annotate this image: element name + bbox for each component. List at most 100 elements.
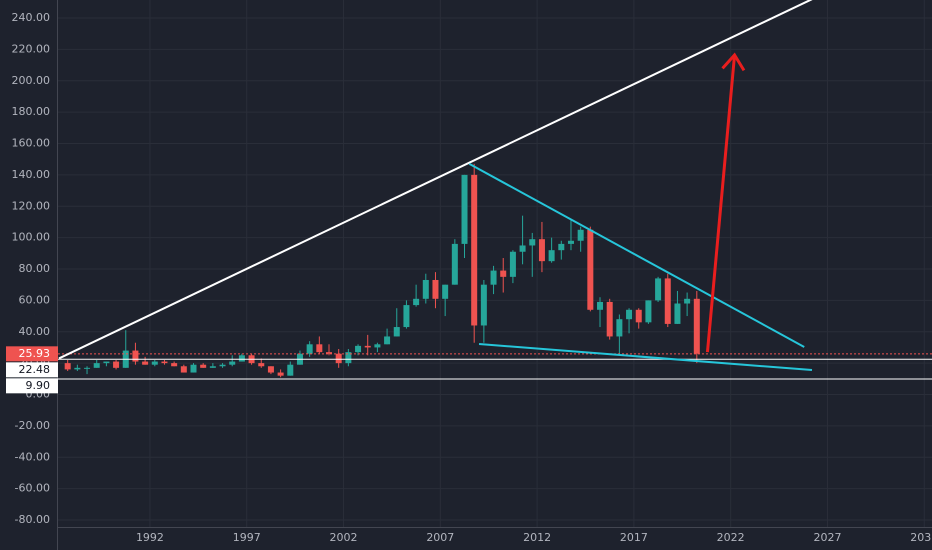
candle-body bbox=[374, 344, 381, 348]
x-tick-label: 2012 bbox=[523, 531, 551, 544]
y-tick-label: -40.00 bbox=[15, 450, 50, 463]
candle-body bbox=[171, 363, 178, 367]
trend-line bbox=[468, 163, 805, 348]
candle-body bbox=[442, 284, 449, 299]
candle-body bbox=[413, 298, 420, 306]
x-tick-label: 2027 bbox=[813, 531, 841, 544]
candle-body bbox=[664, 278, 671, 324]
candle-body bbox=[480, 284, 487, 326]
y-tick-label: 120.00 bbox=[12, 199, 51, 212]
candle-body bbox=[587, 229, 594, 310]
candle-body bbox=[432, 279, 439, 299]
x-tick-label: 1992 bbox=[136, 531, 164, 544]
candle-body bbox=[277, 372, 284, 376]
candle-body bbox=[684, 298, 691, 304]
candle-body bbox=[384, 336, 391, 345]
candle-body bbox=[238, 355, 245, 362]
y-tick-label: -80.00 bbox=[15, 513, 50, 526]
candle-body bbox=[142, 361, 149, 365]
y-tick-label: 100.00 bbox=[12, 231, 51, 244]
candle-body bbox=[306, 344, 313, 354]
candle-body bbox=[577, 229, 584, 241]
y-tick-label: 80.00 bbox=[19, 262, 51, 275]
y-tick-label: 240.00 bbox=[12, 11, 51, 24]
candle-body bbox=[151, 361, 158, 365]
candle-body bbox=[64, 363, 71, 370]
candle-body bbox=[103, 361, 110, 364]
candle-body bbox=[161, 361, 168, 364]
candle-body bbox=[548, 250, 555, 262]
y-tick-label: 180.00 bbox=[12, 105, 51, 118]
axes: 240.00 220.00 200.00 180.00 160.00 140.00 120.… bbox=[6, 0, 932, 550]
x-tick-label: 2007 bbox=[426, 531, 454, 544]
candle-body bbox=[451, 243, 458, 285]
candle-body bbox=[490, 270, 497, 285]
trend-line bbox=[478, 342, 813, 372]
price-level-label: 9.90 bbox=[26, 379, 51, 392]
x-tick-label: 2017 bbox=[620, 531, 648, 544]
candle-body bbox=[316, 344, 323, 353]
candle-body bbox=[519, 245, 526, 252]
candle-body bbox=[335, 353, 342, 364]
candle-body bbox=[693, 298, 700, 354]
trend-line bbox=[58, 0, 813, 360]
candle-body bbox=[606, 301, 613, 337]
candle-body bbox=[422, 279, 429, 299]
candle-body bbox=[597, 301, 604, 310]
candle-body bbox=[345, 352, 352, 364]
price-level-box bbox=[6, 346, 58, 362]
candle-body bbox=[229, 361, 236, 365]
price-level-label: 25.93 bbox=[19, 347, 51, 360]
candle-body bbox=[200, 364, 207, 368]
y-tick-label: 60.00 bbox=[19, 293, 51, 306]
candle-body bbox=[326, 352, 333, 354]
candle-body bbox=[558, 243, 565, 251]
candle-body bbox=[267, 366, 274, 373]
candle-body bbox=[674, 303, 681, 324]
candle-body bbox=[626, 309, 633, 320]
candle-body bbox=[209, 366, 216, 368]
y-tick-label: -60.00 bbox=[15, 482, 50, 495]
y-tick-label: 220.00 bbox=[12, 42, 51, 55]
arrow-line bbox=[705, 54, 737, 353]
candle-body bbox=[355, 345, 362, 353]
candle-body bbox=[529, 239, 536, 246]
y-tick-label: 200.00 bbox=[12, 74, 51, 87]
candle-body bbox=[219, 364, 226, 367]
candle-body bbox=[74, 367, 81, 370]
x-tick-label: 2002 bbox=[330, 531, 358, 544]
x-tick-label: 1997 bbox=[233, 531, 261, 544]
candle-body bbox=[645, 300, 652, 323]
candle-body bbox=[461, 174, 468, 244]
candle-body bbox=[509, 251, 516, 277]
plot-area bbox=[58, 0, 932, 380]
candle-body bbox=[616, 319, 623, 337]
candle-body bbox=[538, 239, 545, 262]
y-tick-label: 140.00 bbox=[12, 168, 51, 181]
candle-body bbox=[364, 345, 371, 348]
candle-body bbox=[190, 364, 197, 373]
candle-body bbox=[635, 309, 642, 323]
price-level-box bbox=[6, 362, 58, 378]
y-tick-label: 160.00 bbox=[12, 137, 51, 150]
candle-body bbox=[180, 366, 187, 373]
candle-body bbox=[113, 361, 120, 368]
price-level-label: 22.48 bbox=[19, 363, 51, 376]
candle-body bbox=[84, 367, 91, 369]
x-tick-label: 2022 bbox=[717, 531, 745, 544]
y-tick-label: 40.00 bbox=[19, 325, 51, 338]
candle-body bbox=[287, 364, 294, 376]
candle-body bbox=[655, 278, 662, 301]
candle-body bbox=[500, 270, 507, 277]
candle-body bbox=[567, 240, 574, 244]
candle-body bbox=[132, 350, 139, 362]
arrow-head bbox=[721, 52, 746, 72]
y-tick-label: -20.00 bbox=[15, 419, 50, 432]
price-level-box bbox=[6, 378, 58, 394]
candle-body bbox=[471, 174, 478, 326]
candle-body bbox=[93, 363, 100, 368]
